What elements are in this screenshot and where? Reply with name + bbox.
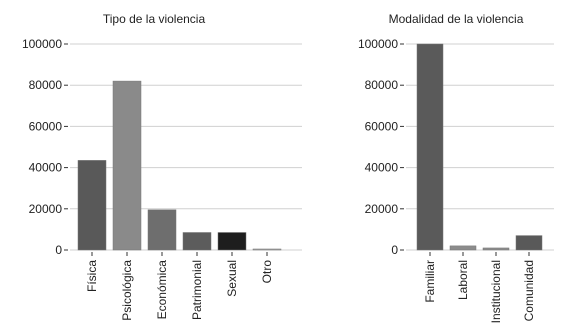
y-tick-label: 80000 <box>29 78 63 92</box>
y-tick-label: 100000 <box>358 37 398 51</box>
chart-tipo-violencia: Tipo de la violencia 0 20000 40000 60000 800… <box>22 12 302 321</box>
bar <box>515 235 543 251</box>
chart-title: Modalidad de la violencia <box>389 12 524 26</box>
x-tick-label: Psicológica <box>120 260 134 321</box>
x-tick-label: Sexual <box>225 260 239 297</box>
x-tick-label: Otro <box>260 260 274 284</box>
y-tick-label: 60000 <box>29 119 63 133</box>
bar <box>416 43 444 251</box>
y-tick-label: 40000 <box>365 161 399 175</box>
bar <box>217 232 247 251</box>
bar <box>147 209 177 251</box>
bar <box>112 80 142 251</box>
bar <box>77 160 107 251</box>
bar <box>449 245 477 251</box>
chart-modalidad-violencia: Modalidad de la violencia 0 20000 40000 600… <box>358 12 554 323</box>
y-tick-label: 100000 <box>22 37 62 51</box>
y-tick-label: 40000 <box>29 161 63 175</box>
x-tick-label: Física <box>85 260 99 292</box>
y-tick-label: 0 <box>55 243 62 257</box>
y-tick-label: 0 <box>391 243 398 257</box>
x-tick-label: Económica <box>155 260 169 320</box>
x-tick-label: Institucional <box>489 260 503 323</box>
chart-title: Tipo de la violencia <box>103 12 206 26</box>
x-tick-label: Patrimonial <box>190 260 204 320</box>
bar <box>182 232 212 251</box>
y-tick-label: 60000 <box>365 119 399 133</box>
y-tick-label: 20000 <box>365 202 399 216</box>
x-tick-label: Laboral <box>456 260 470 300</box>
bar <box>482 247 510 251</box>
x-tick-label: Familiar <box>423 260 437 303</box>
y-tick-label: 20000 <box>29 202 63 216</box>
bar <box>252 248 282 251</box>
y-tick-label: 80000 <box>365 78 399 92</box>
x-tick-label: Comunidad <box>522 260 536 321</box>
